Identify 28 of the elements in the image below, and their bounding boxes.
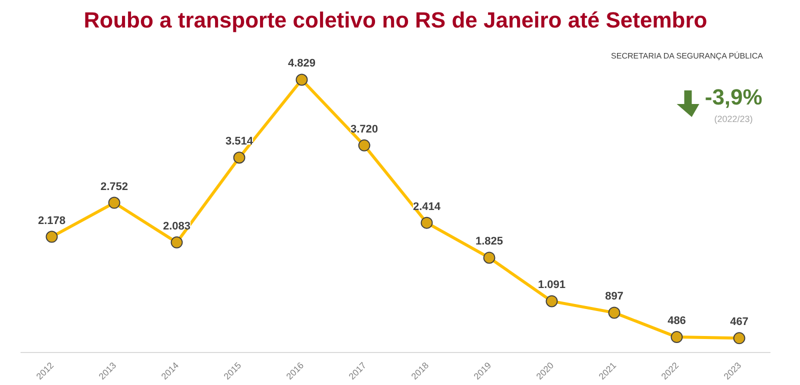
data-label: 2.178 xyxy=(38,214,66,227)
point xyxy=(483,252,496,264)
point xyxy=(233,152,246,164)
point xyxy=(608,306,620,319)
data-label: 486 xyxy=(668,315,686,328)
point xyxy=(670,331,683,344)
data-label: 897 xyxy=(605,290,624,303)
text: SECRETARIA DA SEGURANÇA PÚBLICA xyxy=(611,52,764,61)
data-label: 3.720 xyxy=(350,123,378,136)
point xyxy=(546,295,558,308)
data-label: 4.829 xyxy=(288,58,316,70)
point xyxy=(296,74,308,86)
data-label: 1.091 xyxy=(538,279,566,292)
point xyxy=(46,230,58,243)
point xyxy=(420,216,433,229)
point xyxy=(170,236,183,248)
annotation: -3,9% xyxy=(704,84,762,110)
data-label: 2.752 xyxy=(100,180,128,193)
data-label: 467 xyxy=(730,316,748,328)
data-label: 3.514 xyxy=(225,136,254,148)
data-label: 2.414 xyxy=(412,200,442,213)
annotation: (2022/23) xyxy=(714,114,753,124)
data-label: 1.825 xyxy=(475,236,504,248)
point xyxy=(733,332,746,344)
data-label: 2.083 xyxy=(162,220,191,232)
chart-title: Roubo a transporte coletivo no RS de Janeiro até Setembro xyxy=(84,8,708,32)
point xyxy=(358,139,370,152)
point xyxy=(108,196,120,209)
